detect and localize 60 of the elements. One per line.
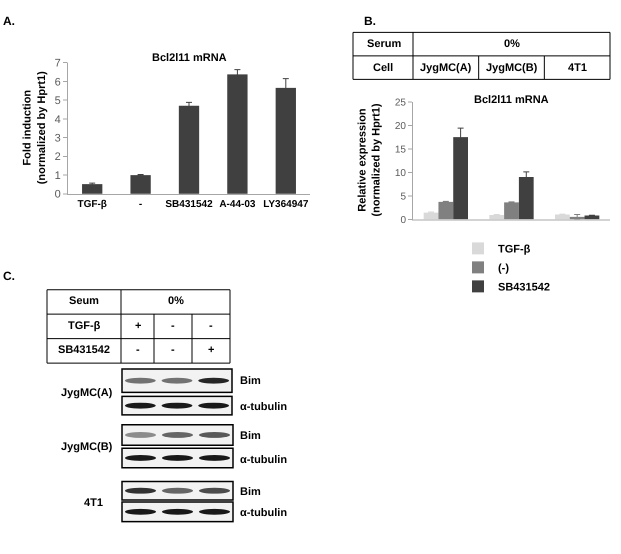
bar — [504, 202, 519, 220]
x-tick-label: 4T1 — [568, 62, 587, 74]
text: 0% — [168, 295, 184, 307]
x-tick-label: A-44-03 — [219, 198, 256, 210]
x-tick-label: TGF-β — [77, 198, 107, 210]
text: - — [171, 320, 175, 332]
text: TGF-β — [68, 320, 101, 332]
bar — [130, 175, 151, 194]
text: + — [135, 320, 142, 332]
text: 0% — [504, 38, 520, 50]
text: Serum — [367, 38, 402, 50]
y-tick-label: 2 — [54, 151, 61, 164]
text: Bim — [240, 486, 261, 498]
text: Bim — [240, 375, 261, 387]
y-tick-label: 10 — [394, 168, 406, 179]
x-axis-title: Cell — [373, 62, 394, 74]
text: + — [208, 344, 214, 356]
bar — [424, 212, 438, 220]
text: 4T1 — [84, 497, 103, 509]
y-tick-label: 0 — [400, 214, 406, 226]
x-tick-label: JygMC(B) — [486, 62, 538, 74]
text: α-tubulin — [240, 507, 288, 519]
bar — [178, 106, 200, 194]
y-tick-label: 3 — [54, 132, 61, 144]
text: A. — [3, 14, 15, 28]
text: JygMC(A) — [61, 387, 113, 399]
text: - — [171, 344, 175, 356]
x-tick-label: SB431542 — [165, 198, 214, 210]
chart-title: Bcl2l11 mRNA — [152, 52, 227, 64]
text: - — [209, 320, 213, 332]
x-tick-label: - — [138, 198, 142, 210]
y-tick-label: 5 — [400, 191, 406, 202]
text: B. — [364, 14, 376, 28]
chart-title: Bcl2l11 mRNA — [474, 94, 549, 106]
y-tick-label: 20 — [394, 120, 406, 132]
legend-label: SB431542 — [498, 282, 550, 294]
y-tick-label: 5 — [54, 95, 61, 108]
text: SB431542 — [58, 344, 110, 356]
bar — [82, 184, 102, 194]
y-tick-label: 0 — [54, 188, 61, 201]
text: α-tubulin — [240, 454, 288, 466]
bar — [438, 202, 454, 220]
legend-label: (-) — [498, 262, 510, 275]
x-tick-label: JygMC(A) — [420, 62, 472, 74]
text: Bim — [240, 430, 261, 442]
y-tick-label: 4 — [54, 114, 61, 126]
text: JygMC(B) — [61, 441, 113, 453]
y-axis-title: Relative expression (normalized by Hprt1) — [356, 103, 383, 217]
x-tick-label: LY364947 — [263, 198, 309, 210]
text: - — [136, 344, 140, 356]
text: α-tubulin — [240, 401, 288, 413]
y-tick-label: 1 — [54, 170, 61, 182]
y-tick-label: 25 — [394, 97, 406, 108]
y-tick-label: 6 — [54, 76, 61, 88]
legend-label: TGF-β — [498, 244, 531, 256]
y-tick-label: 7 — [54, 58, 61, 70]
y-tick-label: 15 — [394, 144, 406, 156]
y-axis-title: Fold induction (normalized by Hprt1) — [22, 70, 48, 184]
text: C. — [3, 269, 15, 283]
text: Seum — [69, 295, 100, 307]
